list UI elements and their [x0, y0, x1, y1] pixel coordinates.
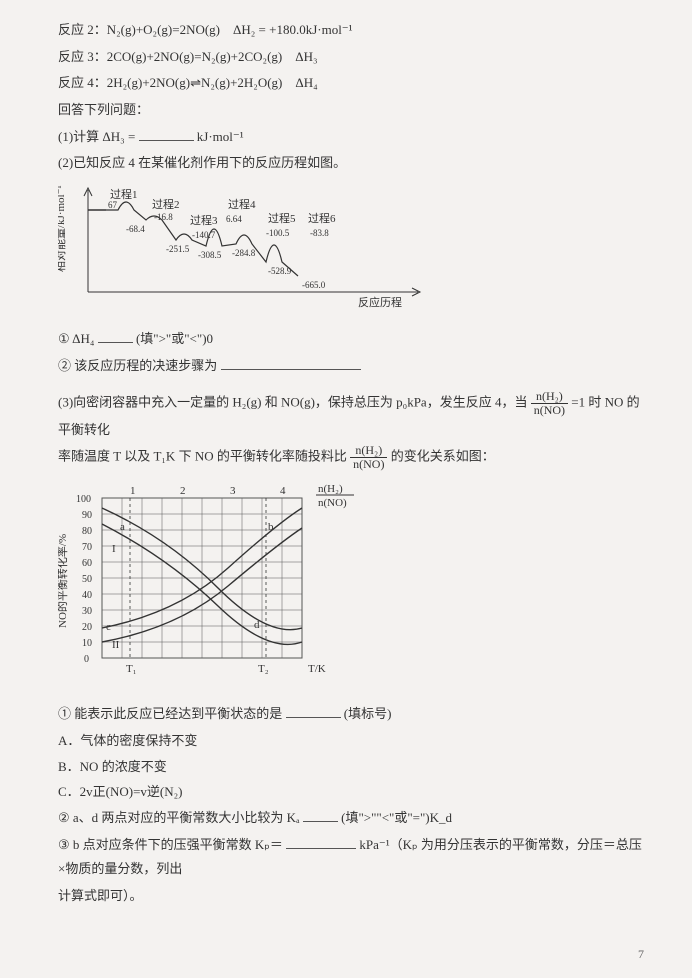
sub3: ① 能表示此反应已经达到平衡状态的是 (填标号) — [58, 702, 644, 727]
svg-text:II: II — [112, 639, 120, 651]
sub3-b: (填标号) — [344, 706, 392, 721]
fig2-ylabel: NO的平衡转化率/% — [58, 534, 69, 628]
fig1-ylabel: 相对能量/kJ·mol⁻¹ — [58, 185, 67, 272]
svg-text:过程5: 过程5 — [268, 212, 296, 225]
fig1-xlabel: 反应历程 — [358, 295, 402, 309]
sub5-blank — [286, 834, 356, 848]
svg-text:T/K: T/K — [308, 663, 326, 675]
sub3-blank — [286, 704, 341, 718]
sub5: ③ b 点对应条件下的压强平衡常数 Kₚ＝ kPa⁻¹（Kₚ 为用分压表示的平衡… — [58, 833, 644, 882]
sub2-text: ② 该反应历程的决速步骤为 — [58, 358, 217, 373]
svg-text:70: 70 — [82, 542, 92, 553]
svg-text:6.64: 6.64 — [226, 214, 242, 224]
option-c: C．2v正(NO)=v逆(N₂) — [58, 780, 644, 805]
svg-text:10: 10 — [82, 638, 92, 649]
sub4-b: (填">""<"或"=")K_d — [341, 810, 452, 825]
svg-text:30: 30 — [82, 606, 92, 617]
svg-text:b: b — [268, 521, 274, 533]
q3a: (3)向密闭容器中充入一定量的 H₂(g) 和 NO(g)，保持总压为 p₀kP… — [58, 395, 527, 410]
svg-text:90: 90 — [82, 510, 92, 521]
svg-text:60: 60 — [82, 558, 92, 569]
svg-text:d: d — [254, 619, 260, 631]
page-number: 7 — [638, 943, 644, 966]
svg-text:-68.4: -68.4 — [126, 224, 145, 234]
svg-text:1: 1 — [130, 485, 136, 497]
svg-text:-308.5: -308.5 — [198, 250, 222, 260]
sub2: ② 该反应历程的决速步骤为 — [58, 354, 644, 379]
svg-text:-528.9: -528.9 — [268, 266, 292, 276]
svg-text:过程3: 过程3 — [190, 214, 218, 227]
option-b: B．NO 的浓度不变 — [58, 755, 644, 780]
svg-text:过程4: 过程4 — [228, 198, 256, 211]
energy-profile-svg: 相对能量/kJ·mol⁻¹ 反应历程 过程1 过程2 过程3 过程4 过程5 过… — [58, 182, 438, 312]
svg-text:67: 67 — [108, 200, 118, 210]
reaction-2: 反应 2：N₂(g)+O₂(g)=2NO(g) ΔH₂ = +180.0kJ·m… — [58, 18, 644, 43]
q1-text-a: (1)计算 ΔH₃ = — [58, 129, 135, 144]
answer-header: 回答下列问题： — [58, 98, 644, 123]
conversion-figure: NO的平衡转化率/% n(H₂) n(NO) — [58, 478, 644, 697]
svg-text:20: 20 — [82, 622, 92, 633]
svg-text:过程2: 过程2 — [152, 198, 180, 211]
svg-text:80: 80 — [82, 526, 92, 537]
svg-text:3: 3 — [230, 485, 236, 497]
sub4: ② a、d 两点对应的平衡常数大小比较为 Kₐ (填">""<"或"=")K_d — [58, 806, 644, 831]
frac-h2-no-2: n(H₂)n(NO) — [350, 444, 387, 471]
svg-text:T₂: T₂ — [258, 663, 269, 675]
svg-text:40: 40 — [82, 590, 92, 601]
sub3-text: ① 能表示此反应已经达到平衡状态的是 — [58, 706, 282, 721]
svg-text:n(H₂): n(H₂) — [318, 483, 343, 495]
svg-text:100: 100 — [76, 494, 91, 505]
energy-profile-figure: 相对能量/kJ·mol⁻¹ 反应历程 过程1 过程2 过程3 过程4 过程5 过… — [58, 182, 644, 321]
svg-text:-16.8: -16.8 — [154, 212, 173, 222]
option-a: A．气体的密度保持不变 — [58, 729, 644, 754]
q1-blank — [139, 126, 194, 140]
q1-text-b: kJ·mol⁻¹ — [197, 129, 244, 144]
svg-text:-83.8: -83.8 — [310, 228, 329, 238]
q2: (2)已知反应 4 在某催化剂作用下的反应历程如图。 — [58, 151, 644, 176]
sub1-blank — [98, 329, 133, 343]
svg-text:0: 0 — [84, 654, 89, 665]
reaction-3: 反应 3：2CO(g)+2NO(g)=N₂(g)+2CO₂(g) ΔH₃ — [58, 45, 644, 70]
frac-h2-no: n(H₂)n(NO) — [531, 390, 568, 417]
q3-line1: (3)向密闭容器中充入一定量的 H₂(g) 和 NO(g)，保持总压为 p₀kP… — [58, 390, 644, 442]
svg-text:-665.0: -665.0 — [302, 280, 326, 290]
sub1-a: ① ΔH₄ — [58, 331, 94, 346]
sub5-a: ③ b 点对应条件下的压强平衡常数 Kₚ＝ — [58, 837, 283, 852]
svg-text:4: 4 — [280, 485, 286, 497]
sub1-b: (填">"或"<")0 — [136, 331, 213, 346]
svg-text:I: I — [112, 543, 116, 555]
svg-text:a: a — [120, 521, 125, 533]
svg-text:2: 2 — [180, 485, 186, 497]
q3c: 率随温度 T 以及 T₁K 下 NO 的平衡转化率随投料比 — [58, 449, 347, 464]
svg-text:T₁: T₁ — [126, 663, 137, 675]
svg-text:50: 50 — [82, 574, 92, 585]
q1: (1)计算 ΔH₃ = kJ·mol⁻¹ — [58, 125, 644, 150]
conversion-svg: NO的平衡转化率/% n(H₂) n(NO) — [58, 478, 378, 688]
sub4-a: ② a、d 两点对应的平衡常数大小比较为 Kₐ — [58, 810, 300, 825]
svg-text:过程6: 过程6 — [308, 212, 336, 225]
svg-text:n(NO): n(NO) — [318, 497, 347, 509]
sub4-blank — [303, 808, 338, 822]
reaction-4: 反应 4：2H₂(g)+2NO(g)⇌N₂(g)+2H₂O(g) ΔH₄ — [58, 71, 644, 96]
svg-text:-100.5: -100.5 — [266, 228, 290, 238]
svg-text:-140.7: -140.7 — [192, 230, 216, 240]
sub1: ① ΔH₄ (填">"或"<")0 — [58, 327, 644, 352]
svg-text:-251.5: -251.5 — [166, 244, 190, 254]
q3d: 的变化关系如图： — [391, 449, 495, 464]
q3-line2: 率随温度 T 以及 T₁K 下 NO 的平衡转化率随投料比 n(H₂)n(NO)… — [58, 444, 644, 471]
svg-text:c: c — [106, 621, 111, 633]
sub2-blank — [221, 355, 361, 369]
svg-text:-284.8: -284.8 — [232, 248, 256, 258]
sub5c: 计算式即可）。 — [58, 884, 644, 909]
